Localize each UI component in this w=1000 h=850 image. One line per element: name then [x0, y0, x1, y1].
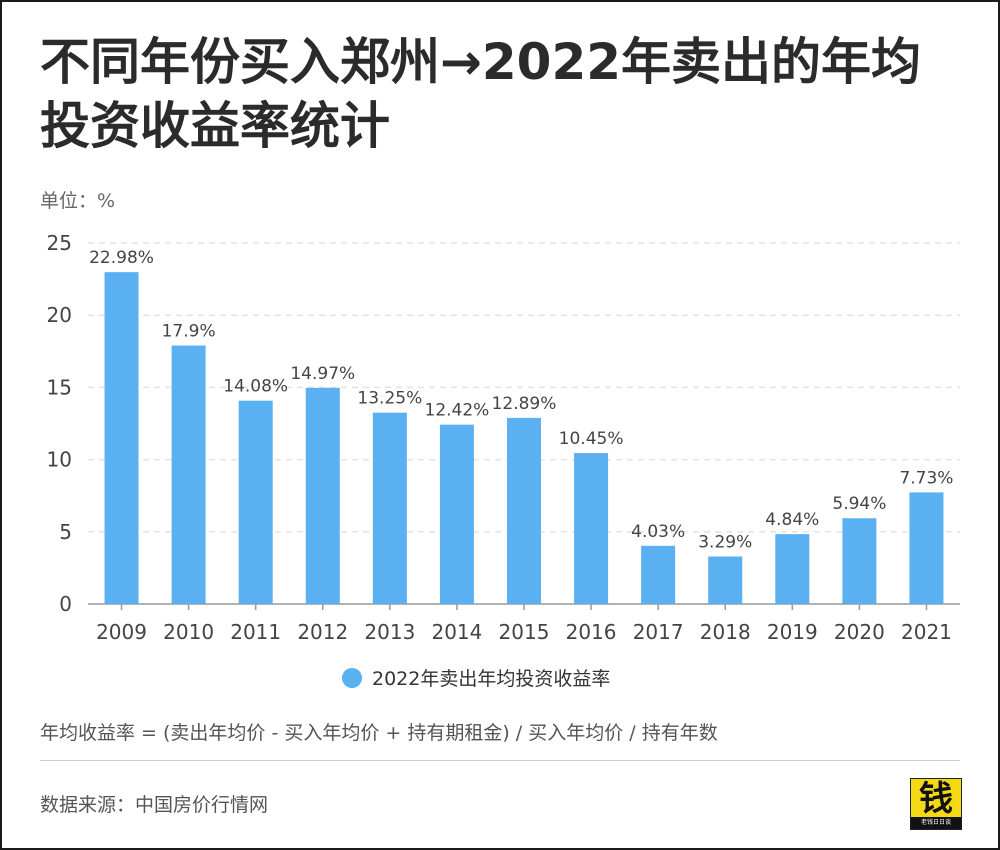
- data-label: 4.84%: [765, 510, 819, 530]
- x-tick-label: 2012: [297, 620, 348, 644]
- logo-subtext: 老钱日日谈: [920, 819, 951, 826]
- bar: [305, 387, 340, 604]
- x-tick-label: 2017: [633, 620, 684, 644]
- x-tick-label: 2019: [767, 620, 818, 644]
- data-label: 22.98%: [89, 248, 154, 268]
- y-tick-label: 20: [47, 303, 72, 327]
- x-tick-label: 2013: [364, 620, 415, 644]
- brand-logo: 钱 老钱日日谈: [910, 778, 962, 830]
- bar: [439, 424, 474, 604]
- formula-note: 年均收益率 = (卖出年均价 - 买入年均价 + 持有期租金) / 买入年均价 …: [40, 722, 718, 744]
- x-tick-label: 2020: [834, 620, 885, 644]
- x-tick-label: 2010: [163, 620, 214, 644]
- chart-title: 不同年份买入郑州→2022年卖出的年均投资收益率统计: [40, 33, 922, 155]
- y-tick-label: 15: [47, 375, 72, 399]
- legend-label: 2022年卖出年均投资收益率: [372, 668, 611, 690]
- logo-character: 钱: [919, 779, 953, 819]
- x-tick-label: 2021: [901, 620, 952, 644]
- source-note: 数据来源：中国房价行情网: [40, 794, 269, 816]
- bar: [104, 272, 139, 604]
- divider: [40, 760, 960, 761]
- legend-marker: [342, 667, 362, 688]
- data-label: 14.08%: [223, 377, 288, 397]
- x-tick-label: 2016: [566, 620, 617, 644]
- bar: [507, 417, 541, 604]
- bar: [171, 345, 206, 604]
- x-tick-label: 2009: [96, 620, 147, 644]
- bar: [238, 400, 273, 604]
- data-label: 17.9%: [162, 322, 216, 342]
- logo-subbar: [911, 817, 961, 829]
- data-label: 12.89%: [492, 394, 557, 414]
- data-label: 7.73%: [899, 468, 953, 488]
- x-tick-label: 2018: [700, 620, 751, 644]
- bar: [775, 534, 810, 604]
- data-label: 4.03%: [631, 522, 685, 542]
- y-tick-label: 5: [59, 520, 72, 544]
- y-tick-label: 0: [59, 592, 72, 616]
- bar: [708, 556, 743, 604]
- bar: [574, 453, 609, 604]
- bar: [641, 545, 676, 604]
- x-tick-label: 2015: [499, 620, 550, 644]
- data-label: 5.94%: [832, 494, 886, 514]
- data-label: 12.42%: [425, 401, 490, 421]
- y-tick-label: 25: [47, 231, 72, 255]
- x-tick-label: 2014: [431, 620, 482, 644]
- data-label: 10.45%: [559, 429, 624, 449]
- y-tick-label: 10: [47, 448, 72, 472]
- x-tick-label: 2011: [230, 620, 281, 644]
- bar: [372, 412, 407, 604]
- bar: [909, 492, 944, 604]
- bar-chart: 0 5 10 15 20 25 22.98% 2009 17.9% 2010 14.08% 2011 1…: [47, 231, 960, 644]
- data-label: 14.97%: [290, 364, 355, 384]
- data-label: 13.25%: [357, 389, 422, 409]
- unit-label: 单位：%: [40, 190, 116, 212]
- bar: [842, 518, 877, 604]
- data-label: 3.29%: [698, 532, 752, 552]
- legend: 2022年卖出年均投资收益率: [342, 664, 610, 691]
